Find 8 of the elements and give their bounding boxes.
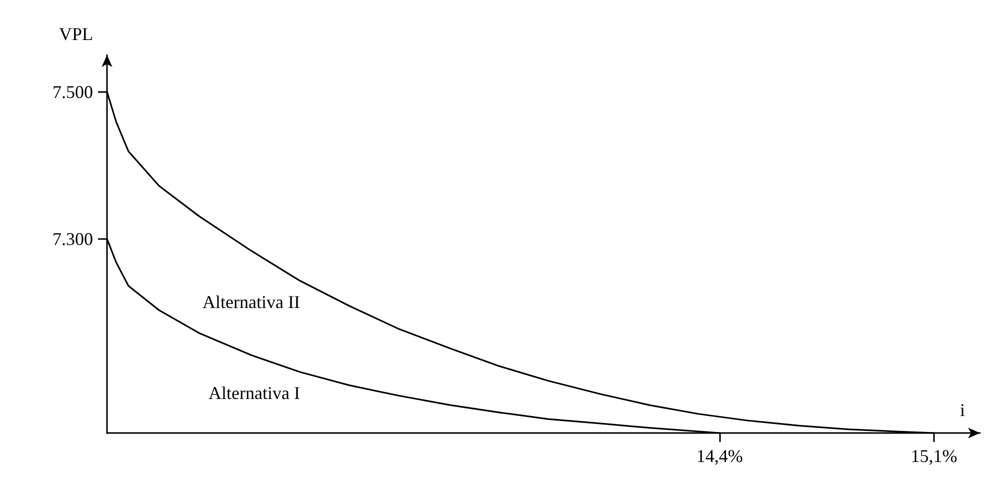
y-axis-title: VPL — [58, 24, 93, 44]
series-label: Alternativa I — [208, 382, 300, 403]
series-label: Alternativa II — [202, 292, 300, 312]
y-tick-label: 7.500 — [52, 82, 93, 102]
x-tick-label: 14,4% — [696, 446, 743, 466]
y-tick-label: 7.300 — [52, 228, 93, 249]
x-tick-label: 15,1% — [910, 446, 958, 466]
x-axis-title: i — [960, 400, 966, 420]
